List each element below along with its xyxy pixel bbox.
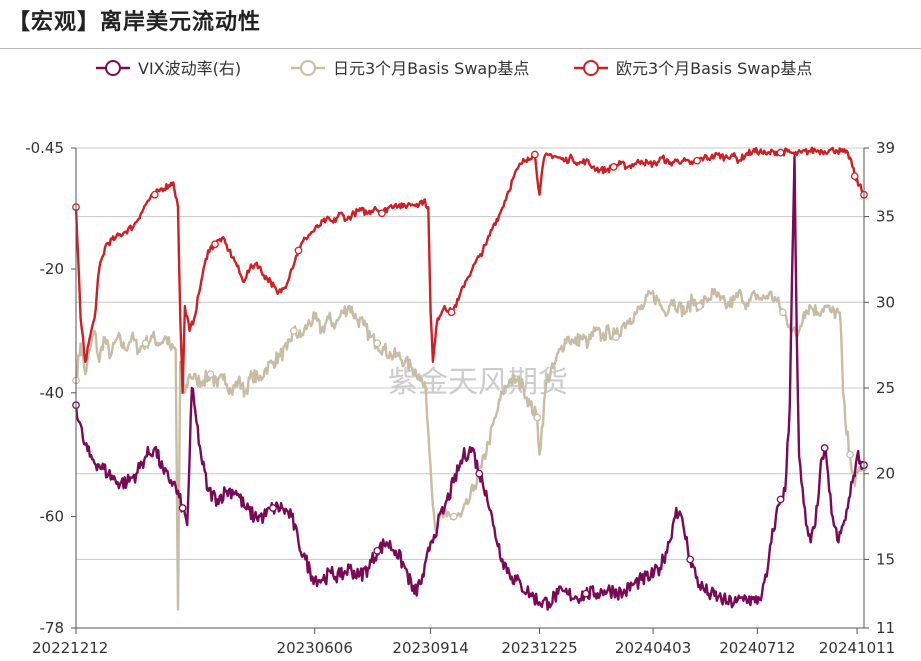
- page-title: 【宏观】离岸美元流动性: [8, 10, 262, 35]
- series-marker: [533, 413, 542, 422]
- left-tick-label: -78: [40, 619, 65, 637]
- right-tick-label: 35: [876, 208, 895, 226]
- series-marker: [150, 190, 159, 199]
- series-marker: [582, 589, 590, 598]
- legend-marker: [583, 60, 599, 76]
- left-tick-label: -20: [40, 260, 65, 278]
- left-tick-label: -60: [40, 508, 65, 526]
- series-marker: [378, 209, 386, 218]
- series-line: [74, 155, 866, 611]
- series-line: [75, 287, 866, 611]
- title-divider: [0, 48, 921, 49]
- legend: VIX波动率(右) 日元3个月Basis Swap基点 欧元3个月Basis Swa…: [96, 59, 812, 78]
- series-line: [74, 146, 866, 394]
- series-marker: [206, 370, 215, 379]
- series-marker: [531, 150, 539, 159]
- x-tick-label: 20230914: [392, 639, 468, 657]
- series-marker: [846, 450, 854, 459]
- series-marker: [779, 308, 787, 317]
- series-marker: [686, 555, 695, 564]
- series-marker: [449, 512, 458, 521]
- right-tick-label: 25: [876, 379, 895, 397]
- legend-label: 日元3个月Basis Swap基点: [333, 59, 529, 78]
- series-marker: [820, 444, 829, 452]
- x-tick-label: 20240712: [719, 639, 795, 657]
- series-marker: [475, 469, 484, 478]
- x-tick-label: 20240403: [615, 639, 691, 657]
- x-tick-label: 20221212: [32, 639, 108, 657]
- legend-label: VIX波动率(右): [138, 59, 241, 78]
- series-marker: [294, 246, 303, 255]
- series-marker: [373, 339, 382, 348]
- series-marker: [695, 302, 704, 310]
- legend-marker: [105, 60, 121, 76]
- right-tick-label: 15: [876, 550, 895, 568]
- legend-label: 欧元3个月Basis Swap基点: [616, 59, 812, 78]
- series-marker: [141, 339, 150, 348]
- series-marker: [290, 327, 298, 335]
- right-tick-label: 11: [876, 619, 895, 637]
- series-marker: [612, 333, 620, 341]
- left-tick-label: -40: [40, 384, 65, 402]
- series-marker: [609, 163, 618, 171]
- series-marker: [776, 148, 785, 157]
- series-marker: [178, 504, 187, 512]
- x-tick-label: 20231225: [501, 639, 577, 657]
- left-tick-label: -0.45: [25, 139, 64, 157]
- right-tick-label: 30: [876, 293, 895, 311]
- series-marker: [269, 504, 277, 512]
- watermark: 紫金天风期货: [388, 365, 568, 400]
- series-marker: [373, 547, 382, 555]
- right-tick-label: 20: [876, 465, 895, 483]
- series-layer: [72, 146, 868, 611]
- series-marker: [447, 308, 456, 317]
- right-tick-label: 39: [876, 139, 895, 157]
- series-marker: [211, 240, 219, 249]
- x-tick-label: 20230606: [277, 639, 353, 657]
- series-marker: [776, 495, 785, 504]
- series-marker: [693, 156, 701, 165]
- axes: 39 35 30 25 20 15 11 -0.45 -20 -40 -60 -78 20221212 2…: [25, 139, 895, 657]
- legend-marker: [300, 60, 316, 76]
- x-tick-label: 20241011: [819, 639, 895, 657]
- series-marker: [850, 172, 859, 181]
